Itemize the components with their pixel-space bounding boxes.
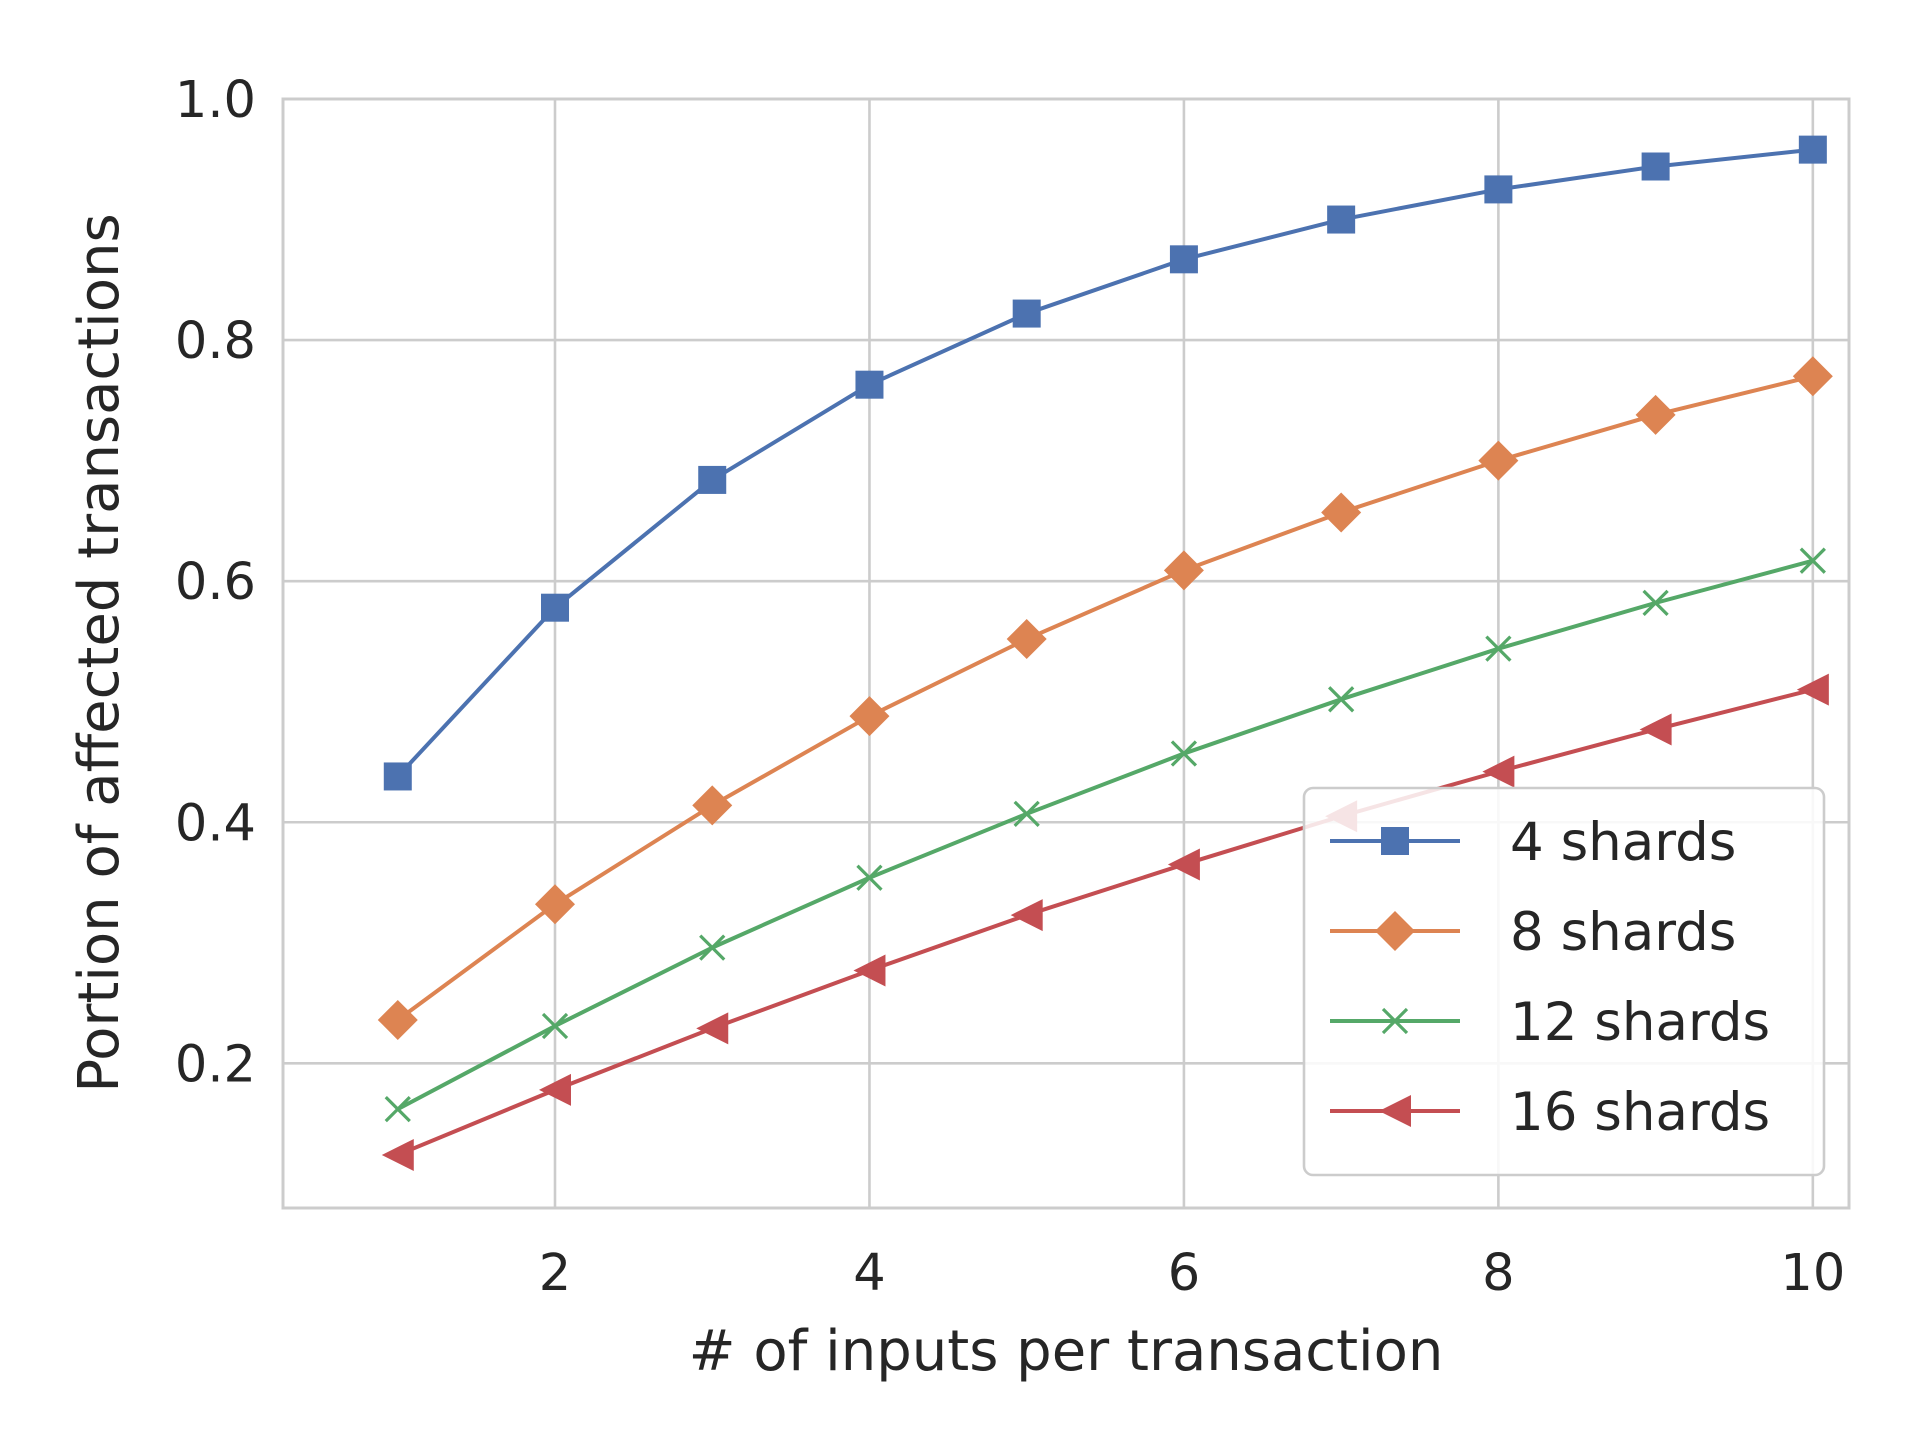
data-point <box>535 884 576 925</box>
y-tick-label: 0.6 <box>175 553 256 612</box>
data-point <box>1013 800 1040 827</box>
data-point <box>1167 848 1200 881</box>
data-point <box>1478 440 1519 481</box>
data-point <box>1327 205 1356 234</box>
legend-box <box>1302 786 1826 1177</box>
x-tick-label: 8 <box>1482 1244 1514 1303</box>
data-point <box>541 593 570 622</box>
data-point <box>383 762 412 791</box>
legend-label: 16 shards <box>1510 1082 1770 1143</box>
data-point <box>1321 492 1362 533</box>
series-group <box>377 135 1833 1171</box>
data-point <box>1169 245 1198 274</box>
data-point <box>853 954 886 987</box>
legend-marker <box>1379 1095 1411 1127</box>
data-point <box>377 999 418 1040</box>
data-point <box>1482 755 1515 788</box>
data-point <box>539 1073 572 1106</box>
data-point <box>1798 135 1827 164</box>
data-point <box>849 696 890 737</box>
series-8-shards <box>377 356 1833 1040</box>
legend-marker <box>1381 1007 1409 1035</box>
y-tick-label: 0.8 <box>175 312 256 371</box>
data-point <box>1170 740 1198 767</box>
data-point <box>855 370 884 399</box>
plot-frame <box>281 97 1851 1210</box>
data-point <box>692 785 733 826</box>
legend-label: 12 shards <box>1510 992 1770 1053</box>
data-point <box>856 864 883 891</box>
data-point <box>1484 175 1513 204</box>
series-line <box>396 558 1814 1111</box>
data-point <box>698 465 727 494</box>
data-point <box>384 1096 411 1123</box>
data-point <box>541 1012 569 1040</box>
data-point <box>1799 547 1826 574</box>
legend: 4 shards 8 shards 12 shards 16 shards <box>1302 786 1826 1177</box>
data-point <box>1639 713 1672 746</box>
y-tick-label: 1.0 <box>175 71 256 130</box>
legend-label: 4 shards <box>1510 812 1736 873</box>
y-tick-label: 0.4 <box>175 794 256 853</box>
legend-label: 8 shards <box>1510 902 1736 963</box>
data-point <box>1006 619 1047 660</box>
data-point <box>1485 635 1512 662</box>
series-line <box>396 147 1814 778</box>
data-point <box>696 1012 729 1045</box>
series-12-shards <box>384 547 1826 1123</box>
data-point <box>1328 686 1355 713</box>
data-point <box>1012 299 1041 328</box>
data-point <box>1635 394 1676 435</box>
x-tick-label: 6 <box>1168 1244 1200 1303</box>
data-point <box>1163 550 1204 591</box>
data-point <box>1010 899 1043 932</box>
series-line <box>397 687 1814 1157</box>
series-line <box>396 374 1814 1022</box>
data-point <box>1641 152 1670 181</box>
data-point <box>1792 356 1833 397</box>
data-point <box>1642 589 1669 617</box>
x-tick-label: 2 <box>539 1244 571 1303</box>
legend-marker <box>1375 911 1415 951</box>
series-4-shards <box>383 135 1827 791</box>
legend-marker <box>1381 827 1409 855</box>
y-axis-label: Portion of affected transactions <box>67 213 132 1092</box>
x-axis-label: # of inputs per transaction <box>689 1319 1444 1384</box>
data-point <box>1796 673 1829 706</box>
x-tick-label: 10 <box>1780 1244 1845 1303</box>
x-tick-label: 4 <box>853 1244 885 1303</box>
data-point <box>699 934 726 961</box>
data-point <box>381 1138 414 1171</box>
tick-labels: 2 4 6 8 10 0.2 0.4 0.6 0.8 1.0 <box>175 71 1845 1303</box>
y-tick-label: 0.2 <box>175 1035 256 1094</box>
